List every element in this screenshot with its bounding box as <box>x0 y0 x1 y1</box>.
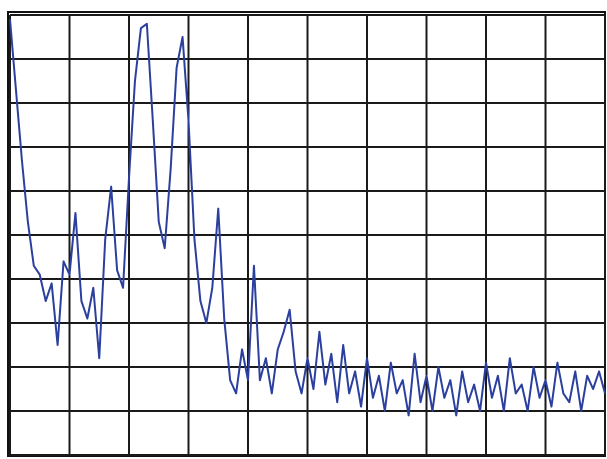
trace <box>9 19 606 417</box>
